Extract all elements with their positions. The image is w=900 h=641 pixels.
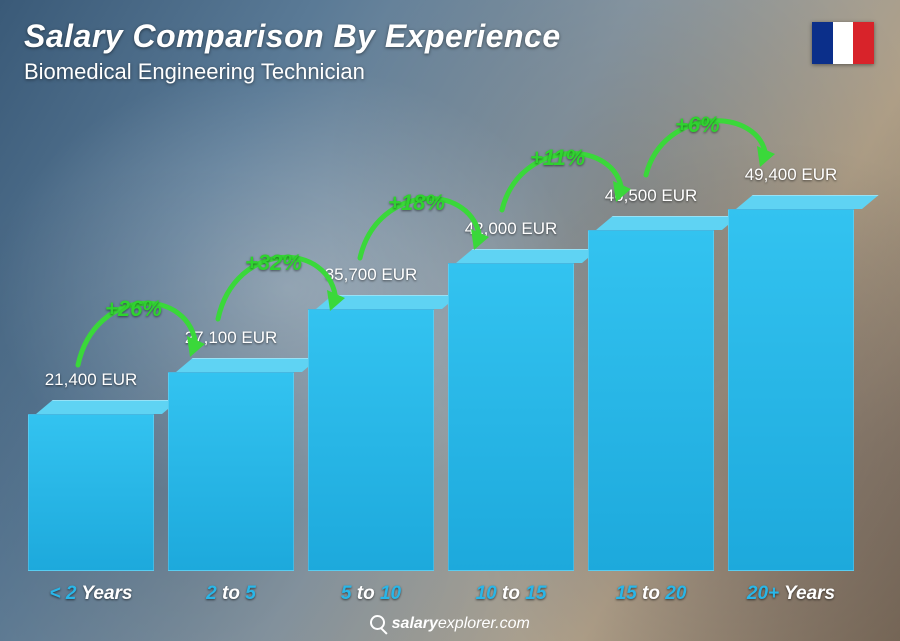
x-label-4: 15 to 20 (588, 583, 714, 605)
bar-shape (728, 195, 854, 571)
salary-bar-chart: 21,400 EUR 27,100 EUR 35,700 EUR 42,000 EUR… (28, 110, 854, 571)
bar-3: 42,000 EUR (448, 219, 574, 571)
brand-domain: .com (495, 615, 530, 632)
bar-front-face (448, 263, 574, 571)
bar-top-face (736, 195, 879, 209)
bar-top-face (456, 249, 599, 263)
bar-front-face (28, 414, 154, 571)
bar-top-face (176, 358, 319, 372)
flag-stripe-blue (812, 22, 833, 64)
bar-front-face (308, 309, 434, 571)
bar-shape (448, 249, 574, 571)
brand-rest: explorer (438, 615, 495, 632)
bar-4: 46,500 EUR (588, 186, 714, 571)
x-label-3: 10 to 15 (448, 583, 574, 605)
bar-shape (308, 295, 434, 571)
bar-front-face (728, 209, 854, 571)
bar-5: 49,400 EUR (728, 165, 854, 571)
bar-1: 27,100 EUR (168, 328, 294, 571)
bar-value-label: 35,700 EUR (325, 265, 418, 285)
bar-value-label: 46,500 EUR (605, 186, 698, 206)
bar-top-face (316, 295, 459, 309)
bar-shape (28, 400, 154, 571)
bar-shape (588, 216, 714, 571)
flag-stripe-red (853, 22, 874, 64)
france-flag-icon (812, 22, 874, 64)
x-label-0: < 2 Years (28, 583, 154, 605)
bar-value-label: 42,000 EUR (465, 219, 558, 239)
magnifier-icon (370, 615, 385, 630)
bar-top-face (36, 400, 179, 414)
x-label-2: 5 to 10 (308, 583, 434, 605)
bar-0: 21,400 EUR (28, 370, 154, 571)
bar-front-face (588, 230, 714, 571)
x-label-5: 20+ Years (728, 583, 854, 605)
bar-shape (168, 358, 294, 571)
bar-front-face (168, 372, 294, 571)
chart-title: Salary Comparison By Experience (24, 18, 561, 55)
flag-stripe-white (833, 22, 854, 64)
bar-value-label: 21,400 EUR (45, 370, 138, 390)
chart-subtitle: Biomedical Engineering Technician (24, 59, 561, 85)
brand-bold: salary (392, 615, 438, 632)
bar-value-label: 49,400 EUR (745, 165, 838, 185)
bar-value-label: 27,100 EUR (185, 328, 278, 348)
chart-header: Salary Comparison By Experience Biomedic… (24, 18, 561, 85)
attribution-footer: salaryexplorer.com (0, 613, 900, 633)
x-label-1: 2 to 5 (168, 583, 294, 605)
bar-top-face (596, 216, 739, 230)
x-axis-labels: < 2 Years 2 to 5 5 to 10 10 to 15 15 to 20 20… (28, 583, 854, 605)
bar-2: 35,700 EUR (308, 265, 434, 571)
